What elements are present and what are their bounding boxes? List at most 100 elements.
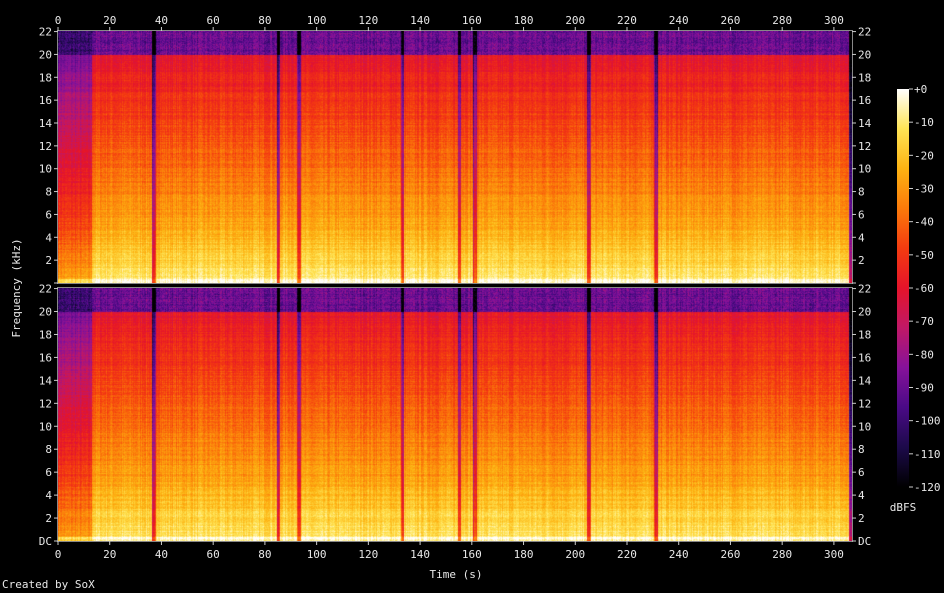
x-tick-label: 220 (617, 548, 637, 561)
y-tick-label: 2 (858, 254, 865, 267)
y-tick-label: 10 (39, 163, 52, 176)
y-tick-label: 20 (858, 306, 871, 319)
x-tick-label: 200 (565, 14, 585, 27)
colorbar-tick-label: -20 (914, 149, 934, 162)
x-tick-label: 100 (307, 548, 327, 561)
x-tick-label: 280 (772, 548, 792, 561)
x-tick-label: 0 (55, 548, 62, 561)
channel-1-spectrogram (58, 31, 852, 283)
x-tick-label: 300 (824, 14, 844, 27)
x-tick-label: 120 (358, 548, 378, 561)
y-tick-label: 4 (858, 489, 865, 502)
y-tick-label: 16 (39, 94, 52, 107)
colorbar-tick-label: -90 (914, 382, 934, 395)
colorbar-tick-label: -70 (914, 315, 934, 328)
y-tick-label: 20 (39, 306, 52, 319)
y-tick-label: 6 (858, 208, 865, 221)
y-tick-label: 6 (858, 466, 865, 479)
y-tick-label: 16 (858, 94, 871, 107)
y-tick-label: 2 (858, 512, 865, 525)
y-tick-label: 10 (858, 163, 871, 176)
x-tick-label: 0 (55, 14, 62, 27)
y-tick-label: 22 (39, 283, 52, 296)
colorbar-tick-label: -30 (914, 183, 934, 196)
x-tick-label: 80 (258, 14, 271, 27)
y-tick-label: 4 (858, 231, 865, 244)
colorbar-tick-label: -60 (914, 282, 934, 295)
x-tick-label: 160 (462, 14, 482, 27)
y-tick-label: 12 (858, 397, 871, 410)
x-tick-label: 240 (669, 14, 689, 27)
colorbar-tick-label: -120 (914, 481, 941, 494)
y-tick-label: 20 (39, 48, 52, 61)
x-tick-label: 140 (410, 14, 430, 27)
colorbar (897, 89, 909, 487)
colorbar-tick-label: -110 (914, 448, 941, 461)
colorbar-ticks: +0 -10 -20 -30 -40 -50 -60 -70 -80 -90 -100 -110 -12… (909, 83, 941, 494)
y-axis-label: Frequency (kHz) (10, 238, 23, 337)
y-tick-label: 10 (858, 420, 871, 433)
y-tick-label: 16 (858, 351, 871, 364)
y-tick-label: 18 (858, 328, 871, 341)
x-tick-label: 260 (721, 548, 741, 561)
channel-2-spectrogram (58, 288, 852, 541)
x-tick-label: 260 (721, 14, 741, 27)
channel-2-frame (57, 287, 853, 542)
y-tick-label: 20 (858, 48, 871, 61)
x-tick-label: 60 (207, 548, 220, 561)
y-tick-label: 4 (45, 231, 52, 244)
x-tick-label: 140 (410, 548, 430, 561)
y-tick-label: 18 (39, 328, 52, 341)
x-tick-label: 120 (358, 14, 378, 27)
x-tick-label: 200 (565, 548, 585, 561)
y-tick-label: 4 (45, 489, 52, 502)
y-tick-label: 8 (858, 186, 865, 199)
channel-plots (58, 31, 852, 541)
y-tick-label: 14 (858, 374, 872, 387)
y-tick-label: 12 (858, 140, 871, 153)
y-tick-label: 8 (858, 443, 865, 456)
x-tick-label: 300 (824, 548, 844, 561)
x-tick-label: 100 (307, 14, 327, 27)
y-tick-label: 18 (858, 71, 871, 84)
colorbar-tick-label: -40 (914, 216, 934, 229)
x-tick-label: 20 (103, 14, 116, 27)
x-tick-label: 180 (514, 548, 534, 561)
x-tick-label: 60 (207, 14, 220, 27)
y-tick-label: 14 (39, 117, 53, 130)
x-axis-label: Time (s) (430, 568, 483, 581)
y-tick-label: 6 (45, 208, 52, 221)
y-tick-label: 8 (45, 186, 52, 199)
y-tick-label: 8 (45, 443, 52, 456)
y-tick-label: 6 (45, 466, 52, 479)
colorbar-tick-label: -50 (914, 249, 934, 262)
colorbar-tick-label: -80 (914, 348, 934, 361)
x-tick-label: 20 (103, 548, 116, 561)
y-tick-label: 22 (858, 26, 871, 39)
x-tick-label: 160 (462, 548, 482, 561)
x-tick-label: 280 (772, 14, 792, 27)
x-tick-label: 220 (617, 14, 637, 27)
y-tick-label: 2 (45, 512, 52, 525)
x-tick-label: 180 (514, 14, 534, 27)
y-tick-label: 12 (39, 397, 52, 410)
channel-1-frame (57, 30, 853, 284)
x-tick-label: 40 (155, 14, 168, 27)
y-tick-label: 18 (39, 71, 52, 84)
x-tick-label: 40 (155, 548, 168, 561)
colorbar-tick-label: +0 (914, 83, 927, 96)
y-tick-label: 14 (39, 374, 53, 387)
credit-text: Created by SoX (2, 578, 95, 591)
y-tick-label: 16 (39, 351, 52, 364)
colorbar-label: dBFS (890, 501, 917, 514)
y-tick-label: DC (39, 535, 52, 548)
y-tick-label: DC (858, 535, 871, 548)
colorbar-tick-label: -10 (914, 116, 934, 129)
y-tick-label: 22 (858, 283, 871, 296)
y-tick-label: 14 (858, 117, 872, 130)
y-tick-label: 22 (39, 26, 52, 39)
x-tick-label: 240 (669, 548, 689, 561)
y-tick-label: 10 (39, 420, 52, 433)
